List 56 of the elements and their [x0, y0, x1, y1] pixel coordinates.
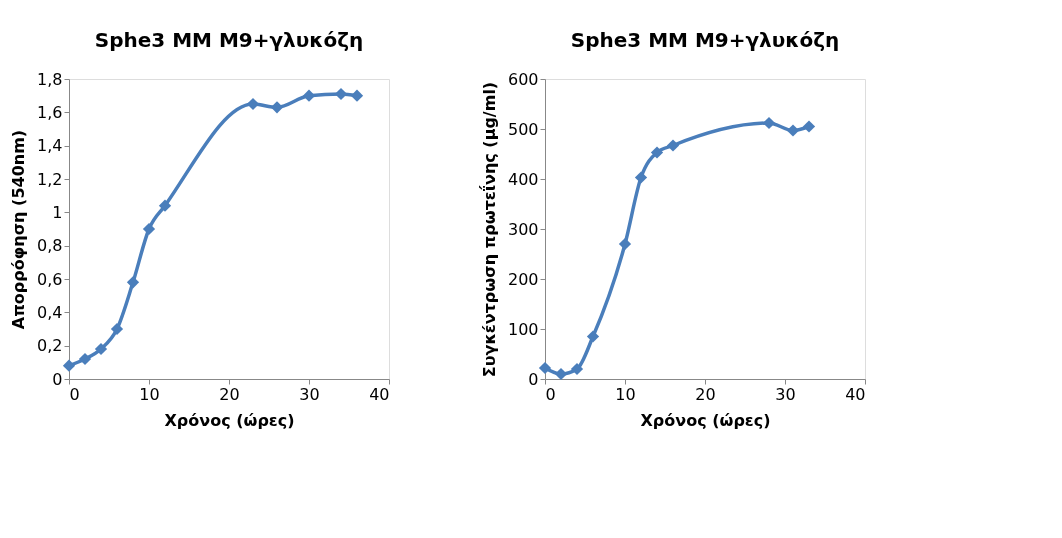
- point: [650, 146, 664, 159]
- point: [802, 120, 816, 133]
- point: [334, 87, 348, 101]
- x-tick-label: 10: [139, 384, 160, 404]
- chart-title: Sphe3 MM M9+γλυκόζη: [570, 28, 840, 52]
- point: [246, 97, 260, 111]
- point: [570, 362, 584, 376]
- point: [142, 222, 156, 236]
- point: [762, 116, 776, 130]
- y-tick-label: 0,4: [37, 302, 63, 322]
- x-tick-label: 20: [219, 384, 240, 404]
- chart-title: Sphe3 MM M9+γλυκόζη: [94, 28, 364, 52]
- x-tick-label: 40: [369, 384, 390, 404]
- point: [538, 361, 552, 375]
- y-tick-label: 400: [507, 169, 539, 189]
- y-tick-label: 0: [528, 369, 539, 389]
- x-tick-label: 40: [845, 384, 866, 404]
- x-axis-title: Χρόνος (ώρες): [164, 410, 295, 430]
- point: [350, 89, 364, 102]
- point: [78, 352, 92, 366]
- point: [158, 199, 172, 212]
- x-tick-label: 30: [775, 384, 796, 404]
- y-tick-label: 300: [507, 219, 539, 239]
- y-tick-label: 1,2: [37, 169, 63, 189]
- point: [554, 367, 568, 381]
- point: [94, 342, 108, 356]
- y-tick-label: 0,2: [37, 336, 63, 356]
- y-tick-label: 1,6: [37, 102, 63, 122]
- point: [586, 330, 600, 343]
- x-axis-title: Χρόνος (ώρες): [640, 410, 771, 430]
- y-axis-title: Απορρόφηση (540nm): [9, 129, 29, 330]
- y-tick-label: 0,8: [37, 236, 63, 256]
- point: [618, 237, 632, 251]
- y-tick-label: 200: [507, 269, 539, 289]
- x-tick-label: 10: [615, 384, 636, 404]
- y-tick-label: 600: [507, 69, 539, 89]
- point: [666, 139, 680, 152]
- y-tick-label: 1: [52, 202, 63, 222]
- y-tick-label: 1,4: [37, 136, 63, 156]
- x-tick-label: 30: [299, 384, 320, 404]
- y-tick-label: 0: [52, 369, 63, 389]
- x-tick-label: 20: [695, 384, 716, 404]
- point: [110, 322, 124, 336]
- point: [270, 101, 284, 114]
- y-axis-title: Συγκέντρωση πρωτεΐνης (μg/ml): [478, 81, 499, 378]
- point: [786, 124, 800, 137]
- x-tick-label: 0: [69, 384, 80, 404]
- y-tick-label: 1,8: [37, 69, 63, 89]
- y-tick-label: 0,6: [37, 269, 63, 289]
- point: [126, 276, 140, 289]
- x-tick-label: 0: [545, 384, 556, 404]
- point: [634, 171, 648, 184]
- point: [62, 359, 76, 372]
- y-tick-label: 100: [507, 319, 539, 339]
- point: [302, 89, 316, 102]
- y-tick-label: 500: [507, 119, 539, 139]
